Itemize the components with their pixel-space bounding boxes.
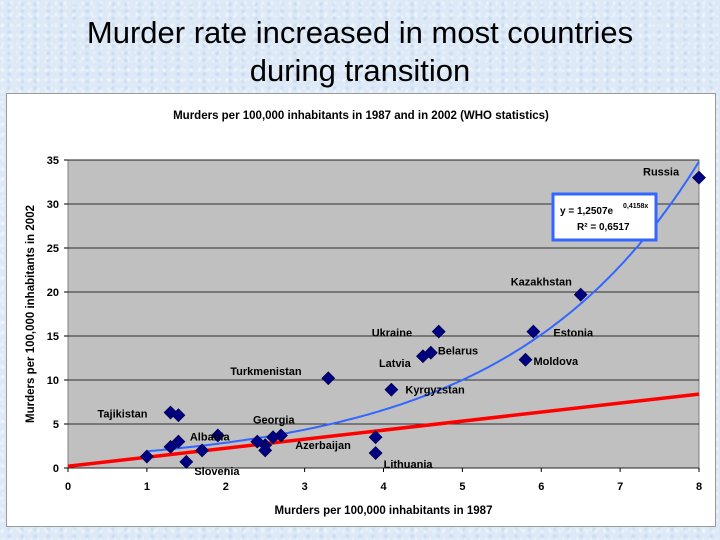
data-point	[163, 439, 178, 454]
y-tick-label: 20	[47, 287, 59, 299]
y-axis-label: Murders per 100,000 inhabitants in 2002	[25, 205, 37, 423]
point-label: Azerbaijan	[295, 440, 351, 452]
y-tick-label: 30	[47, 199, 59, 211]
data-point	[321, 371, 336, 386]
data-point	[573, 287, 588, 302]
slide-title: Murder rate increased in most countries …	[0, 14, 720, 90]
data-point	[266, 430, 280, 445]
y-tick-label: 35	[47, 155, 59, 167]
point-label: Albania	[190, 431, 231, 443]
data-point	[518, 352, 533, 367]
point-label: Turkmenistan	[230, 366, 302, 378]
x-tick-label: 3	[302, 481, 308, 493]
y-tick-label: 15	[47, 331, 59, 343]
data-point	[250, 434, 265, 449]
y-tick-label: 0	[53, 463, 59, 475]
data-point	[692, 170, 706, 185]
y-tick-label: 25	[47, 243, 59, 255]
data-point	[258, 443, 273, 458]
data-point	[416, 349, 430, 364]
r-squared-text: R² = 0,6517	[577, 222, 630, 233]
point-label: Latvia	[379, 358, 412, 370]
point-label: Tajikistan	[98, 409, 148, 421]
y-tick-label: 5	[53, 419, 59, 431]
point-label: Moldova	[533, 356, 578, 368]
slide-title-line1: Murder rate increased in most countries	[86, 15, 634, 50]
data-point	[431, 324, 446, 339]
x-tick-label: 0	[65, 481, 71, 493]
x-tick-label: 6	[538, 481, 544, 493]
scatter-chart: Murders per 100,000 inhabitants in 1987 …	[25, 110, 706, 517]
linear-trendline	[67, 392, 700, 468]
chart-title: Murders per 100,000 inhabitants in 1987 …	[173, 110, 549, 122]
data-point	[171, 408, 186, 423]
point-label: Belarus	[438, 346, 478, 358]
point-label: Georgia	[253, 414, 295, 426]
point-label: Slovenia	[194, 466, 240, 478]
point-label: Kazakhstan	[511, 277, 572, 289]
chart-frame: Murders per 100,000 inhabitants in 1987 …	[6, 93, 716, 527]
exponential-trendline	[146, 161, 700, 453]
slide-title-line2: during transition	[249, 53, 471, 88]
point-label: Lithuania	[384, 459, 434, 471]
data-point	[195, 443, 210, 458]
point-label: Estonia	[553, 328, 594, 340]
data-point	[210, 428, 225, 443]
data-point	[384, 382, 399, 397]
data-point	[368, 430, 383, 445]
x-axis-label: Murders per 100,000 inhabitants in 1987	[275, 505, 493, 517]
equation-exponent: 0,4158x	[623, 203, 648, 210]
x-tick-label: 2	[223, 481, 229, 493]
x-tick-label: 1	[144, 481, 150, 493]
x-tick-label: 5	[459, 481, 465, 493]
equation-box	[551, 192, 658, 242]
x-tick-label: 8	[696, 481, 702, 493]
x-tick-label: 4	[380, 481, 387, 493]
point-label: Ukraine	[372, 328, 412, 340]
point-label: Kyrgyzstan	[405, 385, 465, 397]
equation-text: y = 1,2507e	[560, 206, 614, 217]
data-point	[368, 446, 383, 460]
data-point	[139, 449, 154, 464]
x-tick-label: 7	[617, 481, 623, 493]
point-label: Russia	[643, 167, 680, 179]
y-tick-label: 10	[47, 375, 59, 387]
data-point	[179, 454, 194, 469]
data-point	[526, 324, 541, 339]
